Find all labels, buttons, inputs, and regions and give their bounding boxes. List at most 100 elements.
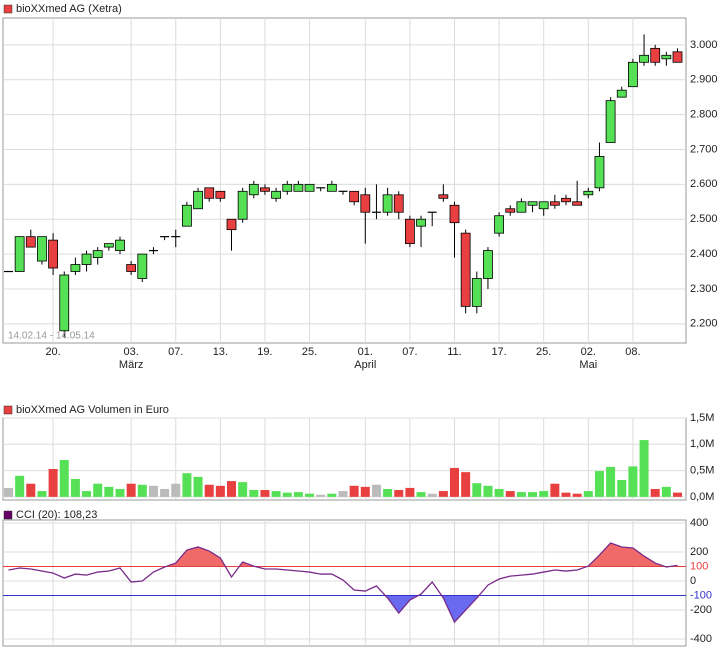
x-tick-label: 17. bbox=[491, 346, 506, 358]
volume-bar bbox=[416, 492, 426, 497]
volume-bar bbox=[282, 492, 292, 497]
y-tick-label: 2.200 bbox=[690, 318, 718, 330]
date-range: 14.02.14 - 14.05.14 bbox=[8, 331, 95, 342]
candle-body bbox=[360, 194, 371, 213]
volume-bar bbox=[4, 487, 13, 497]
y-tick-label: -400 bbox=[690, 633, 712, 645]
x-tick-label: 08. bbox=[625, 346, 640, 358]
volume-bar bbox=[628, 466, 638, 497]
candle-body bbox=[103, 243, 114, 248]
x-month-label: April bbox=[354, 359, 376, 371]
volume-bar bbox=[305, 493, 315, 497]
volume-bar bbox=[182, 473, 192, 497]
volume-bar bbox=[227, 481, 236, 497]
volume-bar bbox=[349, 485, 359, 497]
candle-body bbox=[349, 190, 360, 203]
volume-bar bbox=[271, 491, 281, 497]
plot-frame bbox=[2, 417, 687, 501]
candle-body bbox=[115, 239, 125, 251]
volume-bar bbox=[59, 460, 69, 497]
candle-body bbox=[672, 51, 683, 63]
y-tick-label: 2.600 bbox=[690, 178, 718, 190]
volume-bar bbox=[15, 475, 25, 497]
candle-body bbox=[14, 236, 25, 272]
volume-bar bbox=[617, 480, 627, 497]
legend-swatch bbox=[3, 510, 13, 520]
volume-bar bbox=[360, 486, 370, 497]
y-tick-label: 3.000 bbox=[690, 39, 718, 51]
candle-body bbox=[81, 253, 92, 265]
x-tick-label: 02. bbox=[581, 346, 596, 358]
volume-bar bbox=[115, 488, 125, 497]
volume-bar bbox=[249, 490, 259, 497]
candle-body bbox=[126, 264, 137, 272]
volume-bar bbox=[438, 491, 448, 497]
candle-body bbox=[527, 201, 538, 206]
candle-body bbox=[181, 204, 192, 227]
volume-bar bbox=[472, 483, 482, 497]
volume-bar bbox=[650, 488, 660, 497]
candle-body bbox=[661, 54, 672, 60]
volume-bar bbox=[639, 440, 649, 497]
candle-body bbox=[483, 250, 493, 279]
x-tick-label: 13. bbox=[213, 346, 228, 358]
level-label: -100 bbox=[690, 589, 712, 601]
volume-bar bbox=[383, 488, 393, 497]
legend-swatch bbox=[3, 405, 13, 415]
candle-body bbox=[92, 250, 103, 258]
volume-bar bbox=[371, 484, 381, 497]
volume-bar bbox=[137, 484, 147, 497]
volume-bar bbox=[104, 486, 114, 497]
candle-body bbox=[326, 183, 337, 192]
candle-body bbox=[37, 236, 47, 262]
volume-bar bbox=[483, 485, 493, 497]
legend-swatch bbox=[3, 4, 13, 14]
candle-body bbox=[204, 187, 215, 199]
candle-body bbox=[416, 218, 426, 227]
candle-body bbox=[248, 183, 259, 196]
candle-body bbox=[449, 204, 460, 224]
volume-bar bbox=[37, 491, 47, 497]
candle-body bbox=[438, 194, 449, 199]
volume-bar bbox=[572, 493, 582, 497]
candle-body bbox=[48, 239, 58, 269]
volume-bar bbox=[594, 471, 604, 497]
candle-body bbox=[215, 190, 226, 199]
volume-bar bbox=[405, 487, 415, 497]
panel-title: CCI (20): 108,23 bbox=[16, 509, 97, 521]
candle-body bbox=[538, 201, 549, 210]
volume-bar bbox=[427, 493, 437, 497]
candle-body bbox=[59, 274, 70, 332]
candle-body bbox=[226, 218, 237, 231]
y-tick-label: 2.500 bbox=[690, 213, 718, 225]
candle-body bbox=[605, 100, 616, 143]
x-tick-label: 25. bbox=[302, 346, 317, 358]
x-tick-label: 19. bbox=[257, 346, 272, 358]
volume-bar bbox=[505, 491, 515, 497]
candle-body bbox=[382, 194, 393, 213]
level-label: 100 bbox=[690, 560, 708, 572]
volume-bar bbox=[215, 485, 225, 497]
x-month-label: März bbox=[119, 359, 143, 371]
candle-body bbox=[393, 194, 404, 213]
volume-bar bbox=[561, 492, 571, 497]
candle-body bbox=[193, 190, 203, 210]
volume-bar bbox=[171, 483, 181, 497]
candle-body bbox=[304, 183, 315, 192]
candle-body bbox=[260, 187, 270, 192]
volume-bar bbox=[204, 484, 214, 497]
y-tick-label: 0,0M bbox=[690, 491, 714, 503]
plot-frame bbox=[2, 519, 687, 647]
candle-body bbox=[460, 232, 471, 307]
volume-bar bbox=[450, 467, 459, 497]
candle-body bbox=[549, 201, 560, 206]
volume-bar bbox=[126, 483, 136, 497]
candle-body bbox=[282, 183, 293, 192]
candle-body bbox=[237, 190, 248, 220]
x-tick-label: 07. bbox=[168, 346, 183, 358]
candle-body bbox=[404, 218, 415, 245]
candle-body bbox=[271, 190, 282, 199]
candle-body bbox=[628, 61, 638, 88]
volume-bar bbox=[193, 476, 203, 497]
